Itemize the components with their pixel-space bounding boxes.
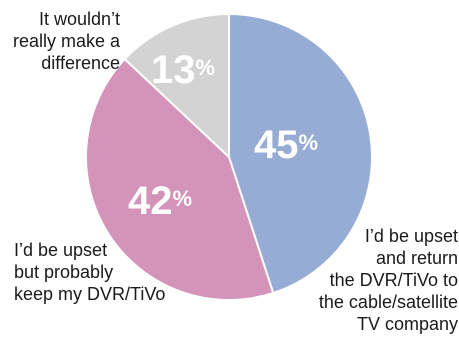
slice-category-label-line: It wouldn’t bbox=[39, 9, 120, 29]
slice-category-label-line: I’d be upset bbox=[365, 226, 458, 246]
slice-category-label-line: the cable/satellite bbox=[319, 292, 458, 312]
slice-category-label-line: but probably bbox=[14, 262, 113, 282]
slice-category-label-line: difference bbox=[41, 53, 120, 73]
slice-value-labels: 45% 42% 13% bbox=[128, 48, 318, 223]
slice-category-label-line: TV company bbox=[357, 314, 458, 334]
slice-value-label-1: 42% bbox=[128, 179, 192, 223]
pie-slices bbox=[85, 12, 373, 301]
slice-category-label-line: the DVR/TiVo to bbox=[330, 270, 458, 290]
pie-slice-1 bbox=[85, 57, 275, 301]
slice-value-label-2: 13% bbox=[151, 48, 215, 92]
slice-category-label-2: It wouldn’t really make a difference bbox=[13, 9, 121, 73]
slice-category-label-0: I’d be upset and return the DVR/TiVo to the… bbox=[319, 226, 458, 334]
slice-category-labels: I’d be upset and return the DVR/TiVo to the… bbox=[13, 9, 458, 334]
pie-slice-2 bbox=[123, 12, 230, 160]
slice-category-label-line: I’d be upset bbox=[14, 240, 107, 260]
pie-slice-0 bbox=[228, 12, 373, 295]
slice-category-label-line: really make a bbox=[13, 31, 121, 51]
slice-category-label-line: and return bbox=[376, 248, 458, 268]
slice-category-label-line: keep my DVR/TiVo bbox=[14, 284, 165, 304]
slice-category-label-1: I’d be upset but probably keep my DVR/TiVo bbox=[14, 240, 165, 304]
slice-value-label-0: 45% bbox=[254, 123, 318, 167]
